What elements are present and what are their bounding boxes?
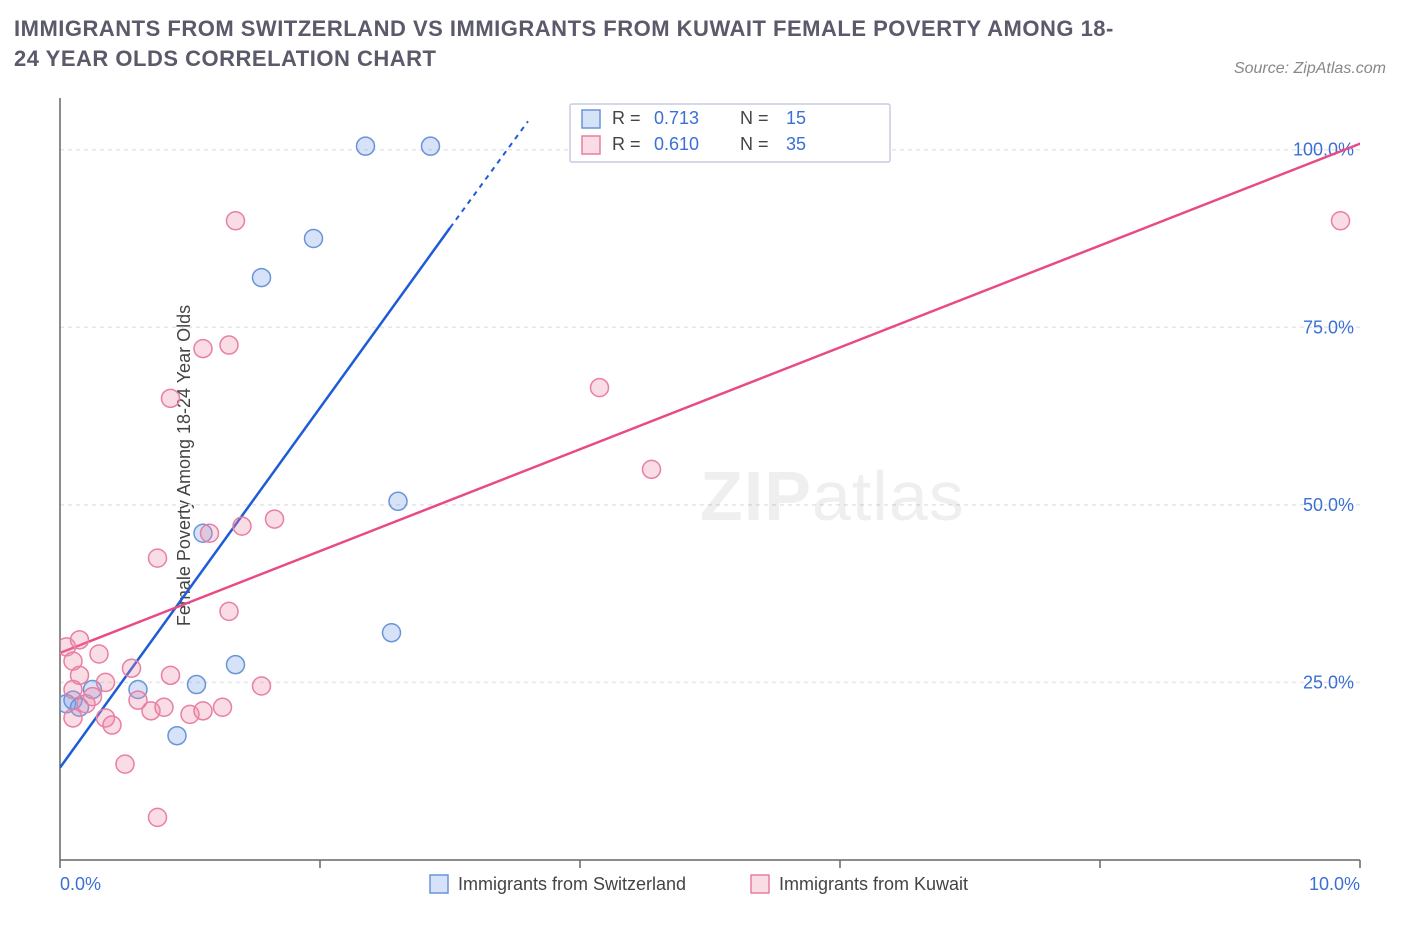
svg-text:10.0%: 10.0% (1309, 874, 1360, 894)
svg-text:R =: R = (612, 108, 641, 128)
svg-text:15: 15 (786, 108, 806, 128)
svg-text:Immigrants from Switzerland: Immigrants from Switzerland (458, 874, 686, 894)
svg-text:50.0%: 50.0% (1303, 495, 1354, 515)
svg-text:R =: R = (612, 134, 641, 154)
svg-text:75.0%: 75.0% (1303, 317, 1354, 337)
svg-text:0.713: 0.713 (654, 108, 699, 128)
svg-text:0.610: 0.610 (654, 134, 699, 154)
svg-text:0.0%: 0.0% (60, 874, 101, 894)
svg-text:ZIPatlas: ZIPatlas (700, 457, 965, 535)
svg-text:N =: N = (740, 108, 769, 128)
scatter-plot: 25.0%50.0%75.0%100.0%0.0%10.0%ZIPatlasR … (0, 0, 1406, 930)
svg-text:Immigrants from Kuwait: Immigrants from Kuwait (779, 874, 968, 894)
svg-text:25.0%: 25.0% (1303, 672, 1354, 692)
svg-text:N =: N = (740, 134, 769, 154)
svg-text:35: 35 (786, 134, 806, 154)
